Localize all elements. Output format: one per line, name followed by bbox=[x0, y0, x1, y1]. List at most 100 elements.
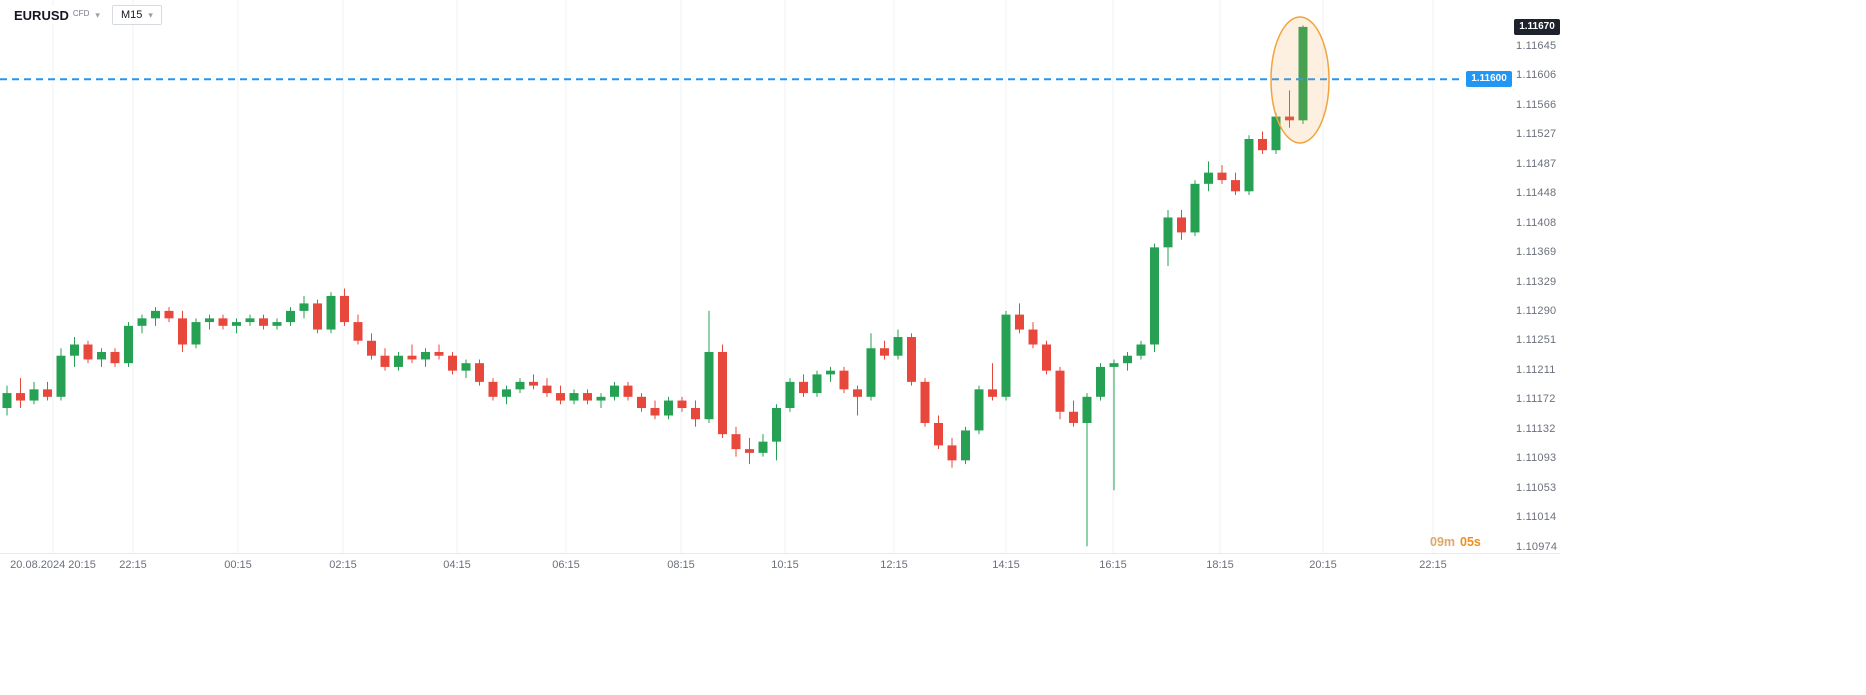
candle-body-down bbox=[529, 381, 538, 386]
candle-body-down bbox=[1285, 116, 1294, 121]
candle-body-down bbox=[920, 381, 930, 423]
candle-body-down bbox=[259, 318, 268, 326]
candle-body-up bbox=[286, 310, 295, 323]
candle-body-down bbox=[637, 396, 646, 409]
price-axis-label: 1.11211 bbox=[1516, 363, 1556, 376]
time-axis-label: 22:15 bbox=[119, 559, 147, 571]
symbol-name: EURUSD bbox=[14, 8, 69, 23]
candle-body-up bbox=[326, 295, 336, 330]
candle-body-down bbox=[839, 370, 849, 390]
time-axis-label: 06:15 bbox=[552, 559, 580, 571]
candle-body-up bbox=[272, 322, 282, 326]
timeframe-label: M15 bbox=[121, 9, 143, 21]
candle-body-down bbox=[434, 351, 444, 356]
candle-body-up bbox=[205, 318, 214, 323]
time-axis-label: 22:15 bbox=[1419, 559, 1447, 571]
candle-body-up bbox=[137, 318, 147, 326]
candle-body-down bbox=[934, 422, 943, 446]
candle-body-up bbox=[1271, 116, 1281, 151]
candle-body-up bbox=[461, 363, 471, 371]
candle-body-down bbox=[988, 389, 997, 397]
price-axis-label: 1.11329 bbox=[1516, 275, 1557, 288]
chevron-down-icon: ▾ bbox=[95, 10, 100, 20]
candle-body-down bbox=[650, 408, 660, 416]
candle-body-up bbox=[893, 337, 903, 356]
candle-body-down bbox=[745, 449, 754, 453]
candle-body-up bbox=[961, 430, 970, 461]
candle-body-up bbox=[124, 325, 133, 364]
candle-body-up bbox=[2, 393, 12, 409]
candle-body-up bbox=[1001, 314, 1011, 397]
candle-body-up bbox=[1204, 172, 1213, 184]
candle-body-down bbox=[583, 393, 592, 401]
price-axis-label: 1.11053 bbox=[1516, 481, 1557, 494]
candle-body-up bbox=[704, 351, 714, 420]
highlight-ellipse[interactable] bbox=[1270, 16, 1330, 144]
candle-body-down bbox=[691, 408, 700, 420]
candle-body-down bbox=[542, 385, 552, 394]
time-axis-label: 10:15 bbox=[771, 559, 799, 571]
candle-body-down bbox=[947, 445, 957, 461]
candle-body-up bbox=[866, 348, 876, 397]
price-axis-label: 1.11172 bbox=[1516, 393, 1556, 406]
candle-body-up bbox=[1244, 138, 1254, 192]
candle-body-down bbox=[853, 389, 862, 397]
candle-body-down bbox=[178, 318, 187, 345]
candle-body-down bbox=[164, 310, 174, 319]
alert-price-badge[interactable]: 1.11600 bbox=[1466, 71, 1512, 88]
candle-body-down bbox=[1217, 172, 1227, 181]
time-axis-label: 02:15 bbox=[329, 559, 357, 571]
candle-body-down bbox=[353, 322, 363, 341]
price-axis[interactable]: 1.11645 1.11606 1.11566 1.11527 1.11487 1.114… bbox=[1462, 0, 1866, 553]
timeframe-selector[interactable]: M15 ▾ bbox=[112, 5, 162, 25]
price-axis-label: 1.11487 bbox=[1516, 157, 1557, 170]
countdown-seconds: 05s bbox=[1460, 535, 1481, 549]
candle-body-up bbox=[232, 322, 241, 326]
candle-body-down bbox=[218, 318, 228, 326]
time-axis-label: 14:15 bbox=[992, 559, 1020, 571]
candle-body-down bbox=[1069, 411, 1078, 423]
candle-body-up bbox=[664, 400, 673, 416]
price-axis-label: 1.11014 bbox=[1516, 511, 1557, 524]
symbol-selector[interactable]: EURUSD CFD ▾ bbox=[10, 6, 104, 25]
candle-body-up bbox=[1298, 26, 1308, 121]
price-axis-label: 1.11408 bbox=[1516, 216, 1557, 229]
candle-body-up bbox=[56, 355, 66, 397]
candle-body-down bbox=[907, 337, 916, 382]
price-axis-label: 1.11093 bbox=[1516, 452, 1557, 465]
candle-body-up bbox=[394, 355, 403, 367]
price-axis-label: 1.11369 bbox=[1516, 245, 1557, 258]
candle-body-down bbox=[1015, 314, 1024, 330]
candle-body-up bbox=[97, 351, 106, 360]
candle-body-down bbox=[367, 340, 376, 356]
candle-body-up bbox=[515, 381, 525, 390]
candle-body-down bbox=[556, 393, 565, 401]
candle-body-up bbox=[299, 303, 309, 311]
candle-body-down bbox=[1028, 329, 1038, 345]
candlestick-chart-canvas[interactable] bbox=[0, 0, 1560, 553]
candle-body-down bbox=[1258, 138, 1267, 151]
candle-body-down bbox=[340, 295, 349, 323]
time-axis-label: 08:15 bbox=[667, 559, 695, 571]
candle-body-up bbox=[421, 351, 430, 360]
candle-body-up bbox=[785, 381, 795, 409]
candle-body-down bbox=[1055, 370, 1065, 412]
candle-body-up bbox=[1136, 344, 1146, 356]
time-axis[interactable]: 20.08.2024 20:15 22:15 00:15 02:15 04:15 06:1… bbox=[0, 553, 1560, 580]
candle-body-up bbox=[596, 396, 606, 401]
price-axis-label: 1.11251 bbox=[1516, 334, 1557, 347]
price-axis-label: 1.11606 bbox=[1516, 68, 1557, 81]
candle-body-up bbox=[151, 310, 160, 319]
candle-body-down bbox=[799, 381, 808, 394]
candle-body-up bbox=[1109, 363, 1119, 367]
candle-body-down bbox=[731, 434, 741, 450]
price-axis-label: 1.11290 bbox=[1516, 304, 1557, 317]
candle-body-down bbox=[488, 381, 498, 397]
candle-body-up bbox=[1082, 396, 1092, 423]
candle-body-down bbox=[677, 400, 687, 409]
candle-body-down bbox=[475, 363, 484, 382]
last-price-badge: 1.11670 bbox=[1514, 18, 1560, 35]
candle-body-up bbox=[70, 344, 79, 356]
price-axis-label: 1.11132 bbox=[1516, 422, 1556, 435]
candle-body-down bbox=[313, 303, 322, 330]
